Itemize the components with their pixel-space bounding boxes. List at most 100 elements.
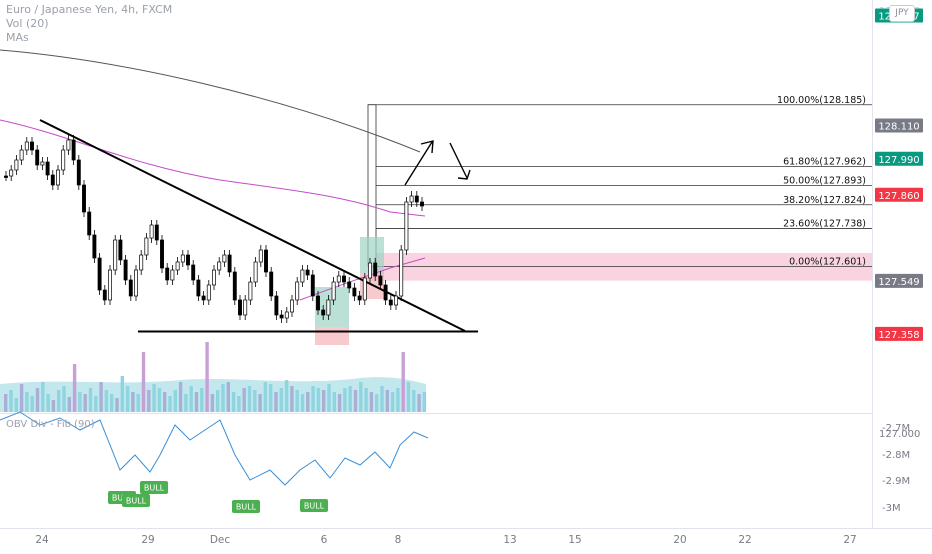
volume-bar <box>104 390 109 412</box>
candle <box>19 149 24 161</box>
candle <box>357 295 362 301</box>
candle <box>61 149 66 171</box>
candle <box>342 275 346 283</box>
candle <box>347 281 352 289</box>
candle <box>9 169 14 177</box>
oscillator-label: OBV Div - Fib (90) <box>6 419 95 430</box>
moving-averages-label: MAs <box>6 31 29 44</box>
candle <box>14 159 19 171</box>
candle <box>149 224 154 239</box>
volume-bar <box>173 390 177 412</box>
fib-level-label: 0.00%(127.601) <box>789 257 866 268</box>
volume-bar <box>311 386 315 412</box>
volume-bar <box>9 390 13 412</box>
volume-bar <box>35 388 40 412</box>
bull-signal-badge <box>122 494 150 507</box>
volume-bar <box>343 388 347 412</box>
bull-signal-label: BULL <box>236 503 257 512</box>
volume-bar <box>258 394 262 412</box>
price-tag-label: 127.990 <box>878 155 919 166</box>
candle <box>108 269 112 301</box>
volume-bar <box>67 397 71 412</box>
volume-bar <box>99 382 103 412</box>
volume-bar <box>152 384 156 412</box>
candle <box>404 201 409 251</box>
volume-bar <box>72 364 77 412</box>
position-profit-zone <box>360 237 384 273</box>
candle <box>160 239 164 269</box>
price-tag <box>875 273 923 288</box>
volume-label: Vol (20) <box>6 17 49 30</box>
candle <box>362 277 367 301</box>
candle <box>284 311 289 319</box>
volume-bar <box>157 388 162 412</box>
candle <box>290 299 294 313</box>
volume-bar <box>364 388 368 412</box>
obv-oscillator: BULLBULLBULLBULLBULL-2.7M-2.8M-2.9M-3M <box>0 411 910 514</box>
bull-signal-badge <box>140 481 168 494</box>
volume-bar <box>316 388 321 412</box>
candle <box>388 299 393 306</box>
volume-bar <box>88 388 93 412</box>
volume-bar <box>359 382 363 412</box>
volume-bar <box>332 392 336 412</box>
candle <box>201 295 206 301</box>
candle <box>139 254 144 271</box>
candle <box>248 281 253 301</box>
volume-bar <box>57 390 61 412</box>
bull-signal-label: BULL <box>126 497 147 506</box>
oscillator-scale-label: -2.9M <box>882 476 910 487</box>
volume-bar <box>290 386 294 412</box>
candle <box>134 269 138 297</box>
volume-bar <box>348 386 352 412</box>
candle <box>24 141 29 151</box>
volume-bar <box>194 392 199 412</box>
candle <box>368 262 372 279</box>
volume-bar <box>210 394 215 412</box>
candle <box>123 259 128 281</box>
volume-bar <box>353 390 358 412</box>
bull-signal-label: BULL <box>144 484 165 493</box>
candle <box>352 287 357 297</box>
candle <box>71 139 76 161</box>
volume-bar <box>284 380 289 412</box>
volume-bar <box>396 388 400 412</box>
volume-bar <box>189 386 193 412</box>
candle <box>316 295 320 311</box>
currency-button[interactable]: JPY <box>889 5 915 22</box>
candle <box>196 279 201 297</box>
candle <box>82 184 86 213</box>
candle <box>394 295 398 306</box>
candle <box>300 269 305 283</box>
volume-bar <box>401 352 405 412</box>
bull-signal-badge <box>300 499 328 512</box>
volume-bar <box>4 394 8 412</box>
volume-bar <box>306 392 310 412</box>
volume-bar <box>221 384 225 412</box>
time-axis-label: 8 <box>395 534 402 546</box>
price-tag-label: 127.860 <box>878 191 919 202</box>
price-tag-label: 127.358 <box>878 330 919 341</box>
bull-signal-badge <box>232 500 260 513</box>
volume-bar <box>390 392 395 412</box>
ma-fast-line <box>0 119 426 217</box>
volume-bars <box>4 342 427 412</box>
volume-bar <box>385 390 389 412</box>
oscillator-scale-label: -3M <box>882 503 901 514</box>
candles <box>4 135 424 323</box>
candle <box>113 239 118 271</box>
volume-bar <box>380 386 384 412</box>
down-arrow <box>449 142 471 180</box>
time-axis-label: 15 <box>568 534 581 546</box>
volume-bar <box>300 394 305 412</box>
candle <box>378 275 383 286</box>
price-tag <box>875 118 923 133</box>
volume-bar <box>322 390 326 412</box>
price-axis-label: 127.000 <box>879 429 920 440</box>
volume-bar <box>412 390 416 412</box>
candle <box>243 299 248 316</box>
fib-level-label: 100.00%(128.185) <box>777 95 866 106</box>
volume-bar <box>147 390 151 412</box>
